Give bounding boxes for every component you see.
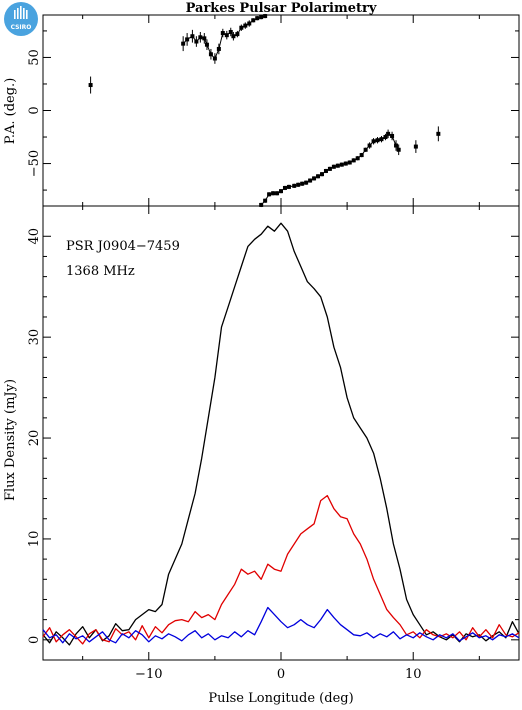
top-y-tick-label: 50: [27, 49, 42, 66]
pa-point: [300, 181, 305, 186]
pa-point: [396, 147, 401, 152]
pa-connector-line: [182, 15, 266, 60]
pa-point: [228, 29, 233, 34]
logo-bar: [20, 6, 22, 19]
pulsar-name-label: PSR J0904−7459: [66, 239, 180, 254]
pa-point: [231, 34, 236, 39]
x-tick-label: 10: [405, 667, 422, 682]
logo-bar: [14, 10, 16, 19]
pa-point: [198, 35, 203, 40]
pa-point: [212, 56, 217, 61]
csiro-logo: CSIRO: [4, 2, 38, 36]
pa-point: [339, 162, 344, 167]
pa-point: [224, 33, 229, 38]
pa-point: [208, 52, 213, 57]
bottom-y-tick-label: 30: [27, 329, 42, 346]
x-axis-title: Pulse Longitude (deg): [208, 691, 353, 706]
logo-bar: [26, 10, 28, 19]
pa-point: [312, 176, 317, 181]
pa-point: [335, 163, 340, 168]
pa-point: [304, 180, 309, 185]
top-y-tick-label: 0: [27, 106, 42, 114]
profile-series-v: [42, 606, 520, 644]
pa-point: [386, 131, 391, 136]
pa-point: [259, 15, 264, 20]
pa-point: [413, 144, 418, 149]
pa-point: [355, 156, 360, 161]
profile-series-i: [42, 222, 520, 646]
pa-point: [316, 174, 321, 179]
bottom-y-axis-title: Flux Density (mJy): [3, 379, 18, 501]
pa-point: [190, 34, 195, 39]
pa-point: [436, 131, 441, 136]
pa-point: [271, 191, 276, 196]
pa-point: [371, 139, 376, 144]
bottom-y-tick-label: 40: [27, 228, 42, 245]
pa-point: [379, 137, 384, 142]
pa-point: [185, 37, 190, 42]
axis-ticks: [43, 15, 519, 660]
pa-point: [216, 46, 221, 51]
bottom-y-tick-label: 10: [27, 531, 42, 548]
logo-bar: [23, 8, 25, 19]
pa-point: [243, 23, 248, 28]
pa-point: [251, 18, 256, 23]
pa-point: [323, 168, 328, 173]
logo-bar: [17, 8, 19, 19]
pa-point: [394, 143, 399, 148]
pa-point: [327, 166, 332, 171]
profile-data: [42, 222, 520, 646]
pa-point: [296, 182, 301, 187]
bottom-y-tick-label: 20: [27, 430, 42, 447]
pa-point: [363, 147, 368, 152]
pa-point: [181, 41, 186, 46]
pa-point: [255, 16, 260, 21]
pa-point: [331, 164, 336, 169]
pa-point: [383, 135, 388, 140]
pa-point: [263, 198, 268, 203]
pa-point: [88, 83, 93, 88]
pa-point: [343, 161, 348, 166]
pa-point: [282, 185, 287, 190]
frequency-label: 1368 MHz: [66, 264, 135, 279]
pa-point: [235, 32, 240, 37]
pa-point: [275, 191, 280, 196]
pa-point: [204, 42, 209, 47]
top-y-axis-title: P.A. (deg.): [3, 78, 18, 145]
logo-text: CSIRO: [11, 24, 32, 31]
x-tick-label: −10: [135, 667, 162, 682]
pa-point: [308, 178, 313, 183]
pa-point: [351, 158, 356, 163]
pa-point: [267, 192, 272, 197]
bottom-y-tick-label: 0: [27, 636, 42, 644]
axis-tick-labels: −10 0 10 50 0 −50 0 10 20 30 40: [27, 49, 421, 682]
pa-data: [88, 13, 441, 208]
top-panel-frame: [42, 14, 520, 207]
pa-point: [359, 153, 364, 158]
pa-point: [239, 25, 244, 30]
pa-point: [279, 189, 283, 194]
pa-point: [292, 183, 297, 188]
chart-title: Parkes Pulsar Polarimetry: [186, 1, 377, 16]
pa-point: [202, 36, 207, 41]
pa-point: [375, 138, 380, 143]
pa-point: [247, 21, 252, 26]
pa-point: [263, 14, 268, 19]
pa-point: [367, 143, 372, 148]
pa-point: [220, 31, 225, 36]
pa-point: [259, 202, 264, 207]
pa-point: [319, 172, 324, 177]
pa-point: [194, 39, 199, 44]
pa-point: [390, 133, 395, 138]
x-tick-label: 0: [277, 667, 285, 682]
pa-point: [347, 160, 352, 165]
pa-point: [286, 184, 291, 189]
top-y-tick-label: −50: [27, 150, 42, 177]
